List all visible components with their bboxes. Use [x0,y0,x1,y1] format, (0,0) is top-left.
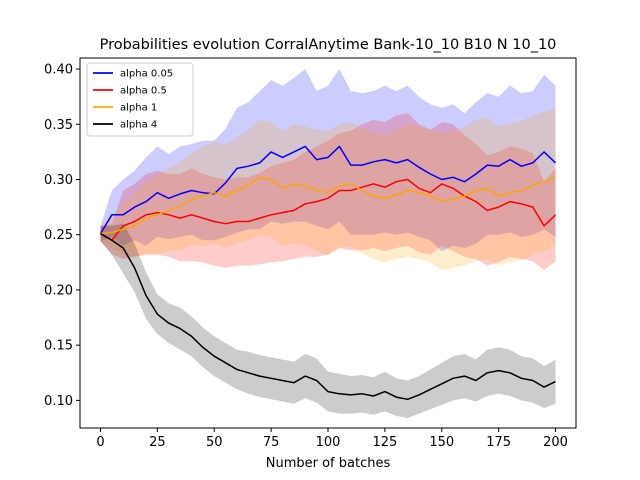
x-axis-ticks: 0 25 50 75 100 125 150 175 200 [96,428,568,450]
x-tick-label: 25 [149,435,166,450]
x-tick-label: 200 [543,435,568,450]
y-tick-label: 0.30 [44,173,73,188]
x-tick-label: 150 [429,435,454,450]
y-tick-label: 0.40 [44,63,73,78]
series-lines [99,145,557,401]
y-tick-label: 0.15 [44,339,73,354]
y-tick-label: 0.10 [44,394,73,409]
x-tick-label: 175 [486,435,511,450]
y-axis-ticks: 0.10 0.15 0.20 0.25 0.30 0.35 0.40 [44,63,80,409]
y-tick-label: 0.25 [44,228,73,243]
y-tick-label: 0.35 [44,118,73,133]
line-series-2 [100,176,556,235]
chart-title: Probabilities evolution CorralAnytime Ba… [100,37,557,53]
band-series-3 [100,223,556,419]
confidence-bands [100,69,556,419]
legend-label-3: alpha 4 [120,120,157,131]
legend-label-1: alpha 0.5 [120,86,167,97]
band-series-0 [100,69,556,252]
x-tick-label: 0 [96,435,104,450]
band-series-1 [100,113,556,271]
line-series-3 [100,232,556,401]
x-tick-label: 50 [206,435,223,450]
line-series-1 [100,178,557,241]
x-tick-label: 125 [372,435,397,450]
x-tick-label: 75 [263,435,280,450]
x-tick-label: 100 [316,435,341,450]
y-tick-label: 0.20 [44,283,73,298]
x-axis-label: Number of batches [266,456,391,471]
band-series-2 [100,108,556,271]
line-series-0 [99,145,557,234]
legend: alpha 0.05 alpha 0.5 alpha 1 alpha 4 [86,62,194,137]
legend-label-0: alpha 0.05 [120,69,173,80]
legend-label-2: alpha 1 [120,103,157,114]
legend-box [86,62,194,137]
